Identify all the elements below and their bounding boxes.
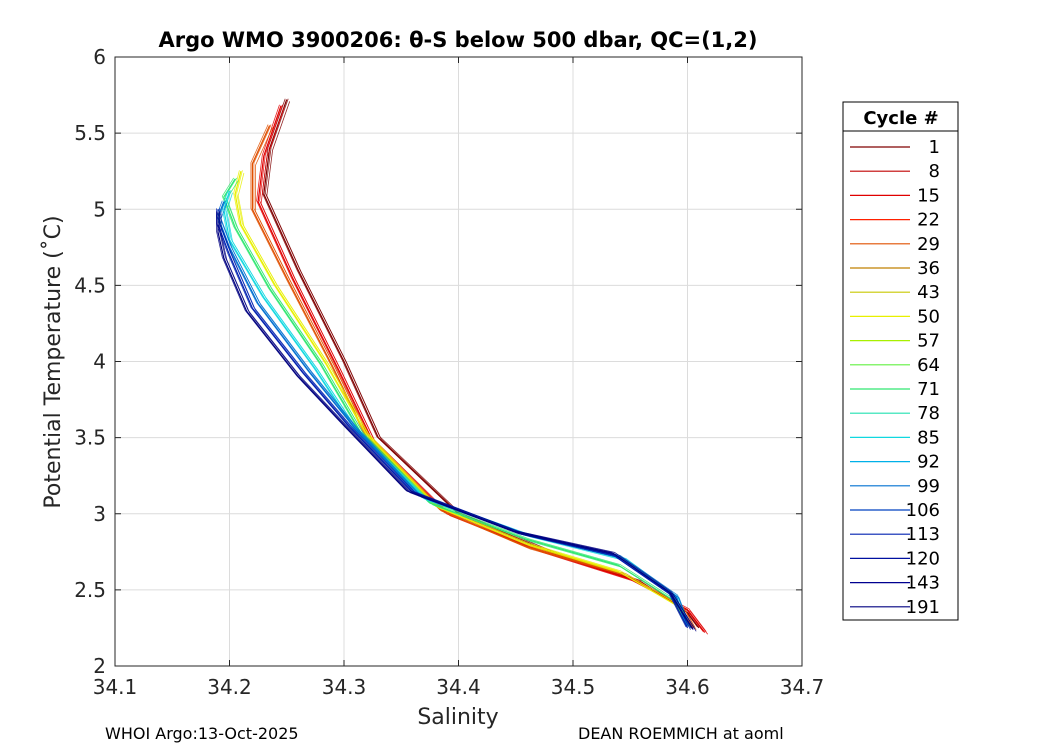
y-tick-label: 3.5 bbox=[74, 426, 106, 450]
legend-entry-label: 191 bbox=[906, 597, 940, 618]
x-tick-label: 34.3 bbox=[322, 675, 367, 699]
series-line bbox=[219, 211, 696, 629]
legend-entry-label: 99 bbox=[917, 476, 940, 497]
legend-entry-label: 36 bbox=[917, 258, 940, 279]
series-line bbox=[237, 172, 691, 629]
legend-entry-label: 106 bbox=[906, 500, 940, 521]
legend-entry-label: 143 bbox=[906, 573, 940, 594]
legend-entry-label: 64 bbox=[917, 355, 940, 376]
series-line bbox=[219, 200, 690, 626]
y-tick-label: 6 bbox=[93, 45, 106, 69]
y-tick-label: 2 bbox=[93, 654, 106, 678]
y-axis-label: Potential Temperature (˚C) bbox=[41, 215, 66, 508]
legend-entry-label: 71 bbox=[917, 379, 940, 400]
x-tick-label: 34.2 bbox=[207, 675, 252, 699]
chart-title: Argo WMO 3900206: θ-S below 500 dbar, QC… bbox=[159, 28, 758, 52]
legend-entry-label: 120 bbox=[906, 548, 940, 569]
x-tick-label: 34.4 bbox=[436, 675, 481, 699]
x-tick-label: 34.1 bbox=[93, 675, 138, 699]
legend-box bbox=[842, 101, 959, 621]
tick-group: 34.1 34.2 34.3 34.4 34.5 34.6 34.7 2 2.5 3 3.5 4 4.5… bbox=[74, 45, 824, 699]
series-group bbox=[216, 98, 709, 635]
legend-entry-label: 8 bbox=[929, 161, 940, 182]
footer-left: WHOI Argo:13-Oct-2025 bbox=[105, 724, 299, 743]
legend-entry-label: 1 bbox=[929, 137, 940, 158]
x-tick-label: 34.5 bbox=[551, 675, 596, 699]
legend-entry-label: 78 bbox=[917, 403, 940, 424]
legend-entry-label: 85 bbox=[917, 427, 940, 448]
legend-entry-label: 29 bbox=[917, 234, 940, 255]
series-line bbox=[220, 211, 691, 630]
legend: Cycle # 1 8 15 22 29 36 43 50 57 64 71 78 85 92 99 106 1… bbox=[842, 101, 959, 621]
legend-title: Cycle # bbox=[863, 108, 938, 129]
legend-entry-label: 50 bbox=[917, 306, 940, 327]
series-line bbox=[220, 203, 691, 629]
series-line bbox=[220, 214, 697, 632]
footer-right: DEAN ROEMMICH at aoml bbox=[578, 724, 784, 743]
legend-entry-label: 92 bbox=[917, 452, 940, 473]
legend-entry-label: 15 bbox=[917, 185, 940, 206]
y-tick-label: 5 bbox=[93, 197, 106, 221]
legend-entry-label: 57 bbox=[917, 331, 940, 352]
x-tick-label: 34.6 bbox=[665, 675, 710, 699]
y-tick-label: 3 bbox=[93, 502, 106, 526]
x-tick-label: 34.7 bbox=[780, 675, 825, 699]
y-tick-label: 5.5 bbox=[74, 121, 106, 145]
legend-entry-label: 113 bbox=[906, 524, 940, 545]
legend-entry-label: 43 bbox=[917, 282, 940, 303]
x-axis-label: Salinity bbox=[417, 705, 498, 730]
y-tick-label: 4 bbox=[93, 350, 106, 374]
y-tick-label: 4.5 bbox=[74, 273, 106, 297]
legend-entry-label: 22 bbox=[917, 210, 940, 231]
y-tick-label: 2.5 bbox=[74, 578, 106, 602]
